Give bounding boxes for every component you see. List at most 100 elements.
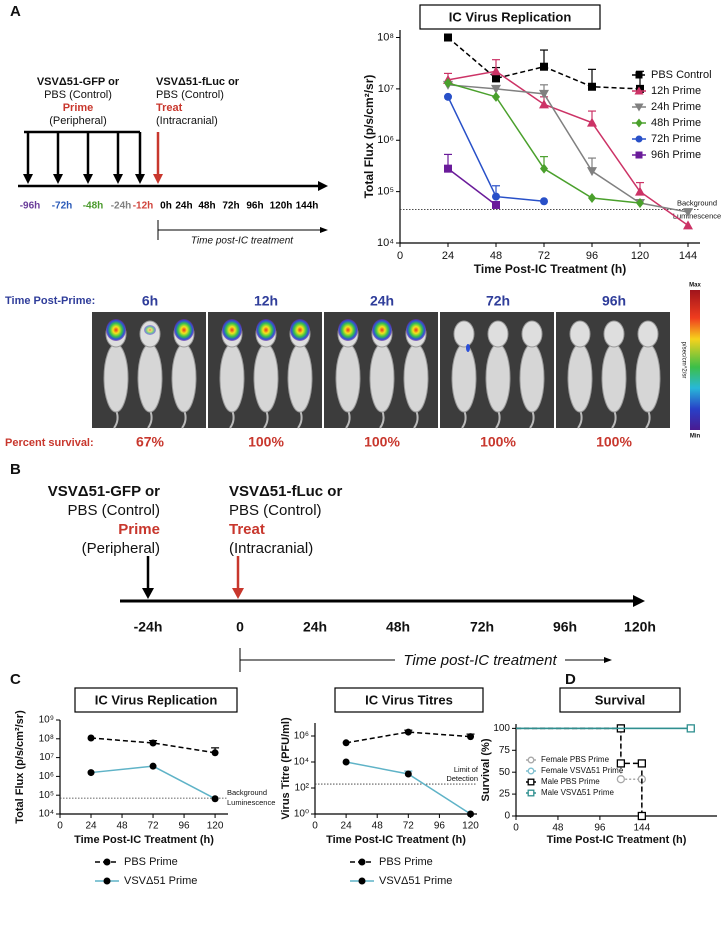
imaging-panel: Time Post-Prime: Percent survival: Max M… <box>5 283 701 450</box>
timeline-tick: 0 <box>236 619 244 635</box>
legend-label: 96h Prime <box>651 149 701 161</box>
title-box <box>559 687 681 713</box>
marker <box>467 810 475 818</box>
legend-marker <box>103 877 111 885</box>
marker <box>686 724 695 733</box>
legend-marker <box>358 858 366 866</box>
panel-label: D <box>565 671 576 688</box>
legend-label: 72h Prime <box>651 133 701 145</box>
x-tick-label: 24 <box>85 821 97 832</box>
y-tick-label: 50 <box>499 767 511 778</box>
legend-label: PBS Prime <box>379 856 433 868</box>
x-tick-label: 72 <box>147 821 159 832</box>
marker <box>492 74 500 83</box>
title-box <box>334 687 484 713</box>
y-tick-label: 0 <box>504 811 510 822</box>
legend-label: 48h Prime <box>651 117 701 129</box>
marker <box>492 200 500 209</box>
treat-text: Treat <box>229 521 265 538</box>
marker <box>637 759 646 768</box>
x-tick-label: 0 <box>312 821 318 832</box>
treat-text: (Intracranial) <box>229 540 313 557</box>
signal <box>174 319 194 341</box>
arrow-head <box>153 174 163 184</box>
y-axis-label: Total Flux (p/s/cm²/sr) <box>14 710 26 824</box>
chart-title: IC Virus Replication <box>95 692 218 707</box>
color-scale <box>690 290 700 430</box>
treat-text: (Intracranial) <box>156 115 218 127</box>
marker <box>616 775 626 784</box>
mouse-head <box>453 320 475 348</box>
treat-text: Treat <box>156 102 183 114</box>
marker <box>539 99 549 109</box>
series-line <box>345 761 471 815</box>
marker <box>588 82 596 91</box>
arrow-head <box>142 588 154 599</box>
mouse-body <box>601 343 627 413</box>
arrow-head <box>232 588 244 599</box>
legend-label: 24h Prime <box>651 101 701 113</box>
marker <box>467 733 475 741</box>
legend-label: Male VSVΔ51 Prime <box>541 788 614 797</box>
y-tick-label: 10⁶ <box>39 771 54 782</box>
marker <box>149 762 157 770</box>
row-label: Time Post-Prime: <box>5 295 95 307</box>
marker <box>636 198 644 209</box>
mouse-head <box>603 320 625 348</box>
marker <box>540 163 548 174</box>
series-line <box>90 765 216 800</box>
timeline-tick: -96h <box>20 201 41 212</box>
y-tick-label: 10⁸ <box>377 31 394 43</box>
time-label: 96h <box>602 293 626 309</box>
arrow-head <box>23 174 33 184</box>
x-axis-label: Time Post-IC Treatment (h) <box>326 834 466 846</box>
arrow-head <box>135 174 145 184</box>
marker <box>616 759 626 768</box>
x-tick-label: 120 <box>207 821 224 832</box>
panel-label: B <box>10 461 21 478</box>
marker <box>637 811 646 821</box>
survival-label: 100% <box>480 434 516 450</box>
marker <box>87 769 95 777</box>
series-line <box>345 731 471 744</box>
survival-label: 100% <box>596 434 632 450</box>
marker <box>211 795 219 803</box>
y-axis-label: Virus Titre (PFU/ml) <box>280 717 292 820</box>
chart-title: Survival <box>595 692 646 707</box>
marker <box>404 728 412 736</box>
scale-unit: p/sec/cm^2/sr <box>680 342 686 379</box>
marker <box>491 84 501 94</box>
timeline-tick: 96h <box>553 619 577 635</box>
x-tick-label: 0 <box>397 250 403 262</box>
mouse-body <box>103 343 129 413</box>
survival-label: 100% <box>248 434 284 450</box>
legend-label: PBS Prime <box>124 856 178 868</box>
legend-label: VSVΔ51 Prime <box>379 875 452 887</box>
arrow-head <box>320 227 328 233</box>
mouse-head <box>637 320 659 348</box>
legend-marker <box>634 103 644 112</box>
chart-title: IC Virus Replication <box>449 9 572 24</box>
x-tick-label: 48 <box>116 821 128 832</box>
x-tick-label: 0 <box>57 821 63 832</box>
scale-min: Min <box>690 434 701 440</box>
x-tick-label: 96 <box>434 821 446 832</box>
timeline-tick: 24h <box>175 201 192 212</box>
x-axis-label: Time Post-IC Treatment (h) <box>474 262 626 276</box>
timeline-tick: -24h <box>111 201 132 212</box>
signal <box>406 319 426 341</box>
reference-label: Background <box>677 198 717 207</box>
prime-text: PBS (Control) <box>44 89 112 101</box>
reference-label: Luminescence <box>673 211 721 220</box>
time-label: 6h <box>142 293 158 309</box>
timeline-tick: 72h <box>222 201 239 212</box>
marker <box>342 739 350 747</box>
mouse-head <box>487 320 509 348</box>
treat-text: VSVΔ51-fLuc or <box>229 483 342 500</box>
y-axis-label: Total Flux (p/s/cm²/sr) <box>362 75 376 199</box>
mouse-body <box>369 343 395 413</box>
prime-text: PBS (Control) <box>67 502 160 519</box>
marker <box>444 78 452 89</box>
arrow-head <box>83 174 93 184</box>
legend-label: 12h Prime <box>651 85 701 97</box>
